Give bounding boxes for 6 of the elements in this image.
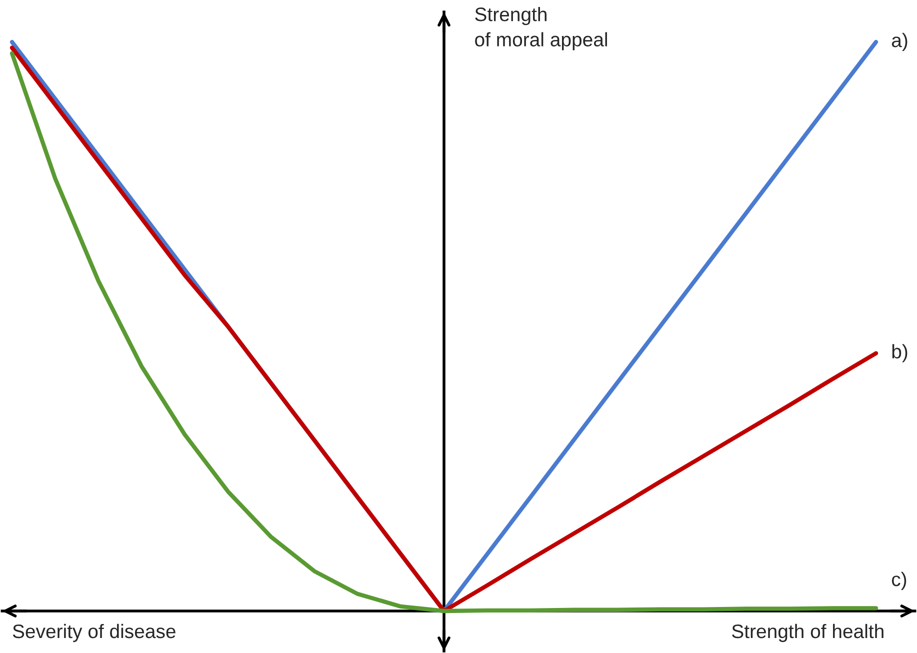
series-label: a) xyxy=(892,32,908,52)
series-label: b) xyxy=(892,344,908,362)
series-label: c) xyxy=(892,572,906,590)
y-axis-title: Strength of moral appeal xyxy=(475,7,607,50)
text: Strength of health xyxy=(732,624,884,642)
text: Severity of disease xyxy=(12,624,176,642)
